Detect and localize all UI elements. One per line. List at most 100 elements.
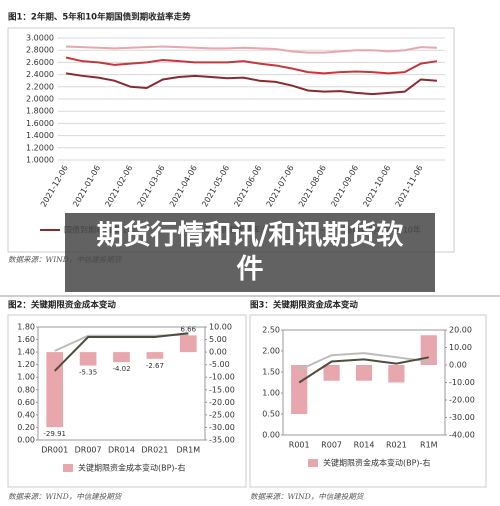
y-tick-label: 0.40 (17, 410, 35, 419)
y2-tick-label: -30.00 (209, 423, 235, 432)
y2-tick-label: 0.00 (449, 361, 467, 370)
y-tick-label: 1.00 (17, 373, 35, 382)
y-tick-label: 0.60 (17, 398, 35, 407)
bar (79, 352, 97, 366)
y-tick-label: 1.2000 (26, 143, 54, 152)
bar (146, 352, 164, 359)
legend-swatch (63, 464, 73, 472)
figure-title: 图3：关键期限资金成本变动 (250, 300, 358, 311)
x-tick-label: 2021-11-06 (394, 164, 425, 209)
y2-tick-label: 5.00 (209, 335, 227, 344)
y-tick-label: 0.00 (17, 436, 35, 445)
bar (46, 352, 64, 428)
x-tick-label: R007 (321, 441, 342, 450)
figure-frame (249, 314, 487, 488)
y-tick-label: 0.00 (262, 431, 280, 440)
data-label: -29.91 (43, 430, 66, 438)
y-tick-label: 1.00 (262, 389, 280, 398)
y-tick-label: 1.80 (17, 323, 35, 332)
x-tick-label: 2021-10-06 (361, 164, 392, 209)
y-tick-label: 3.0000 (26, 34, 54, 43)
series-line (298, 352, 429, 371)
x-tick-label: R1M (420, 441, 438, 450)
series-line (65, 72, 438, 96)
y-tick-label: 1.0000 (26, 156, 54, 165)
y-tick-label: 2.8000 (26, 46, 54, 55)
data-label: -5.35 (79, 369, 97, 377)
y2-tick-label: -25.00 (209, 410, 235, 419)
y-tick-label: 1.60 (17, 335, 35, 344)
bar (179, 335, 197, 353)
x-tick-label: 2021-05-06 (200, 164, 231, 209)
y2-tick-label: -10.00 (449, 378, 475, 387)
y-tick-label: 2.4000 (26, 70, 54, 79)
x-tick-label: R021 (386, 441, 407, 450)
y-tick-label: 1.20 (17, 360, 35, 369)
legend-label: 关键期限资金成本变动(BP)-右 (323, 458, 430, 468)
x-tick-label: DR001 (41, 446, 68, 455)
series-line (66, 45, 437, 54)
x-tick-label: 2021-09-06 (329, 164, 360, 209)
figure-title: 图2：关键期限资金成本变动 (8, 300, 116, 311)
x-tick-label: 2021-02-06 (103, 164, 134, 209)
figure-source: 数据来源：WIND，中信建投期货 (250, 492, 365, 501)
legend-swatch (308, 459, 318, 467)
y2-tick-label: -30.00 (449, 413, 475, 422)
y-tick-label: 1.50 (262, 368, 280, 377)
y-tick-label: 0.80 (17, 385, 35, 394)
x-tick-label: 2021-12-06 (39, 164, 70, 209)
y-tick-label: 2.0000 (26, 95, 54, 104)
series-line (298, 356, 429, 384)
y-tick-label: 1.4000 (26, 131, 54, 140)
bar (113, 352, 130, 363)
x-tick-label: 2021-07-06 (265, 164, 296, 209)
figure-frame (7, 314, 247, 488)
y2-tick-label: -20.00 (449, 396, 475, 405)
bar (291, 365, 308, 414)
x-tick-label: R014 (354, 441, 375, 450)
y2-tick-label: -20.00 (209, 398, 235, 407)
y-tick-label: 0.50 (262, 410, 280, 419)
bar (355, 365, 373, 381)
series-line (65, 56, 438, 75)
x-tick-label: 2021-08-06 (297, 164, 328, 209)
plot-frame (37, 326, 206, 441)
y-tick-label: 1.40 (17, 348, 35, 357)
x-tick-label: 2021-01-06 (71, 164, 102, 209)
y-tick-label: 2.00 (262, 347, 280, 356)
watermark-overlay: 期货行情和讯/和讯期货软件 (65, 213, 435, 292)
bar (388, 365, 405, 383)
bar (323, 365, 340, 381)
y-tick-label: 2.6000 (26, 58, 54, 67)
data-label: -2.67 (146, 362, 164, 370)
y2-tick-label: 10.00 (449, 343, 472, 352)
x-tick-label: 2021-06-06 (232, 164, 263, 209)
y2-tick-label: 10.00 (209, 323, 232, 332)
legend-label: 关键期限资金成本变动(BP)-右 (78, 463, 185, 473)
x-tick-label: DR1M (176, 446, 200, 455)
y-tick-label: 2.2000 (26, 82, 54, 91)
y2-tick-label: -40.00 (449, 431, 475, 440)
y2-tick-label: 20.00 (449, 326, 472, 335)
y2-tick-label: -35.00 (209, 436, 235, 445)
y2-tick-label: -15.00 (209, 385, 235, 394)
y2-tick-label: -10.00 (209, 373, 235, 382)
data-label: 6.66 (181, 325, 197, 333)
x-tick-label: R001 (289, 441, 310, 450)
x-tick-label: DR014 (108, 446, 135, 455)
series-line (53, 332, 189, 372)
x-tick-label: 2021-03-06 (136, 164, 167, 209)
y-tick-label: 1.8000 (26, 107, 54, 116)
y2-tick-label: 0.00 (209, 348, 227, 357)
y2-tick-label: -5.00 (209, 360, 230, 369)
x-tick-label: DR007 (75, 446, 102, 455)
y-tick-label: 2.50 (262, 326, 280, 335)
y-tick-label: 1.6000 (26, 119, 54, 128)
data-label: -4.02 (112, 365, 130, 373)
y-tick-label: 0.20 (17, 423, 35, 432)
figure-title: 图1：2年期、5年和10年期国债到期收益率走势 (8, 12, 191, 23)
x-tick-label: DR021 (141, 446, 168, 455)
x-tick-label: 2021-04-06 (168, 164, 199, 209)
